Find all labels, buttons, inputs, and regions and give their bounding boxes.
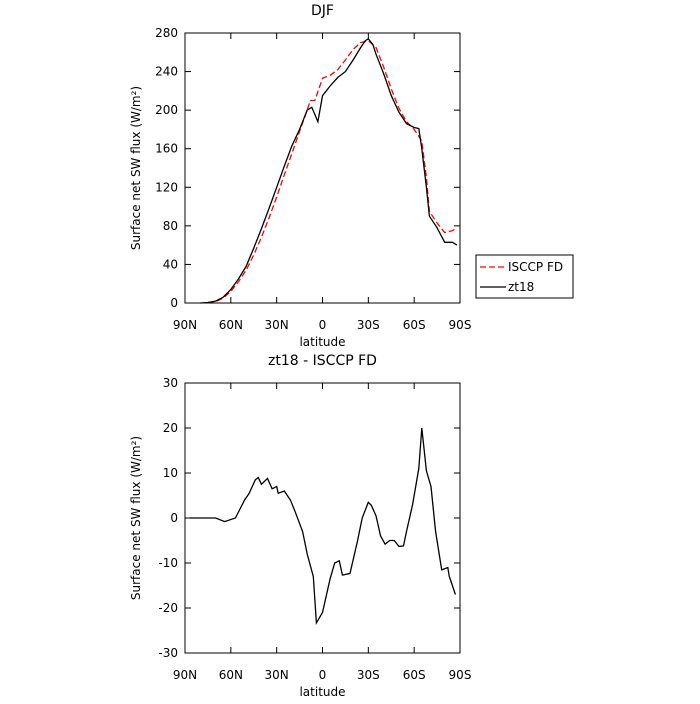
chart-title: zt18 - ISCCP FD (268, 353, 377, 369)
y-tick-label: -10 (158, 556, 178, 570)
y-tick-label: 40 (163, 257, 178, 271)
y-tick-label: 280 (155, 26, 178, 40)
legend-label: ISCCP FD (508, 260, 563, 274)
x-tick-label: 60S (403, 668, 426, 682)
y-tick-label: 240 (155, 65, 178, 79)
x-tick-label: 30N (265, 668, 289, 682)
y-tick-label: 160 (155, 142, 178, 156)
x-tick-label: 90N (173, 318, 197, 332)
y-tick-label: -30 (158, 646, 178, 660)
y-tick-label: 10 (163, 466, 178, 480)
x-axis-label: latitude (299, 335, 345, 349)
y-tick-label: -20 (158, 601, 178, 615)
x-tick-label: 30N (265, 318, 289, 332)
x-tick-label: 90S (449, 318, 472, 332)
y-tick-label: 200 (155, 103, 178, 117)
plot-frame (184, 32, 461, 304)
y-tick-label: 30 (163, 376, 178, 390)
y-tick-label: 0 (170, 296, 178, 310)
x-axis-label: latitude (299, 685, 345, 699)
y-axis-label: Surface net SW flux (W/m²) (129, 86, 143, 250)
y-axis-label: Surface net SW flux (W/m²) (129, 436, 143, 600)
legend-box (475, 254, 574, 299)
data-line (189, 427, 457, 626)
x-tick-label: 0 (319, 668, 327, 682)
x-tick-label: 90N (173, 668, 197, 682)
chart-title: DJF (311, 3, 334, 19)
x-tick-label: 60N (219, 318, 243, 332)
x-tick-label: 30S (357, 668, 380, 682)
y-tick-label: 20 (163, 421, 178, 435)
x-tick-label: 30S (357, 318, 380, 332)
y-tick-label: 120 (155, 180, 178, 194)
legend-label: zt18 (508, 280, 534, 294)
y-tick-label: 0 (170, 511, 178, 525)
x-tick-label: 90S (449, 668, 472, 682)
x-tick-label: 0 (319, 318, 327, 332)
x-tick-label: 60S (403, 318, 426, 332)
data-line (200, 37, 458, 304)
x-tick-label: 60N (219, 668, 243, 682)
y-tick-label: 80 (163, 219, 178, 233)
data-line (207, 39, 458, 304)
